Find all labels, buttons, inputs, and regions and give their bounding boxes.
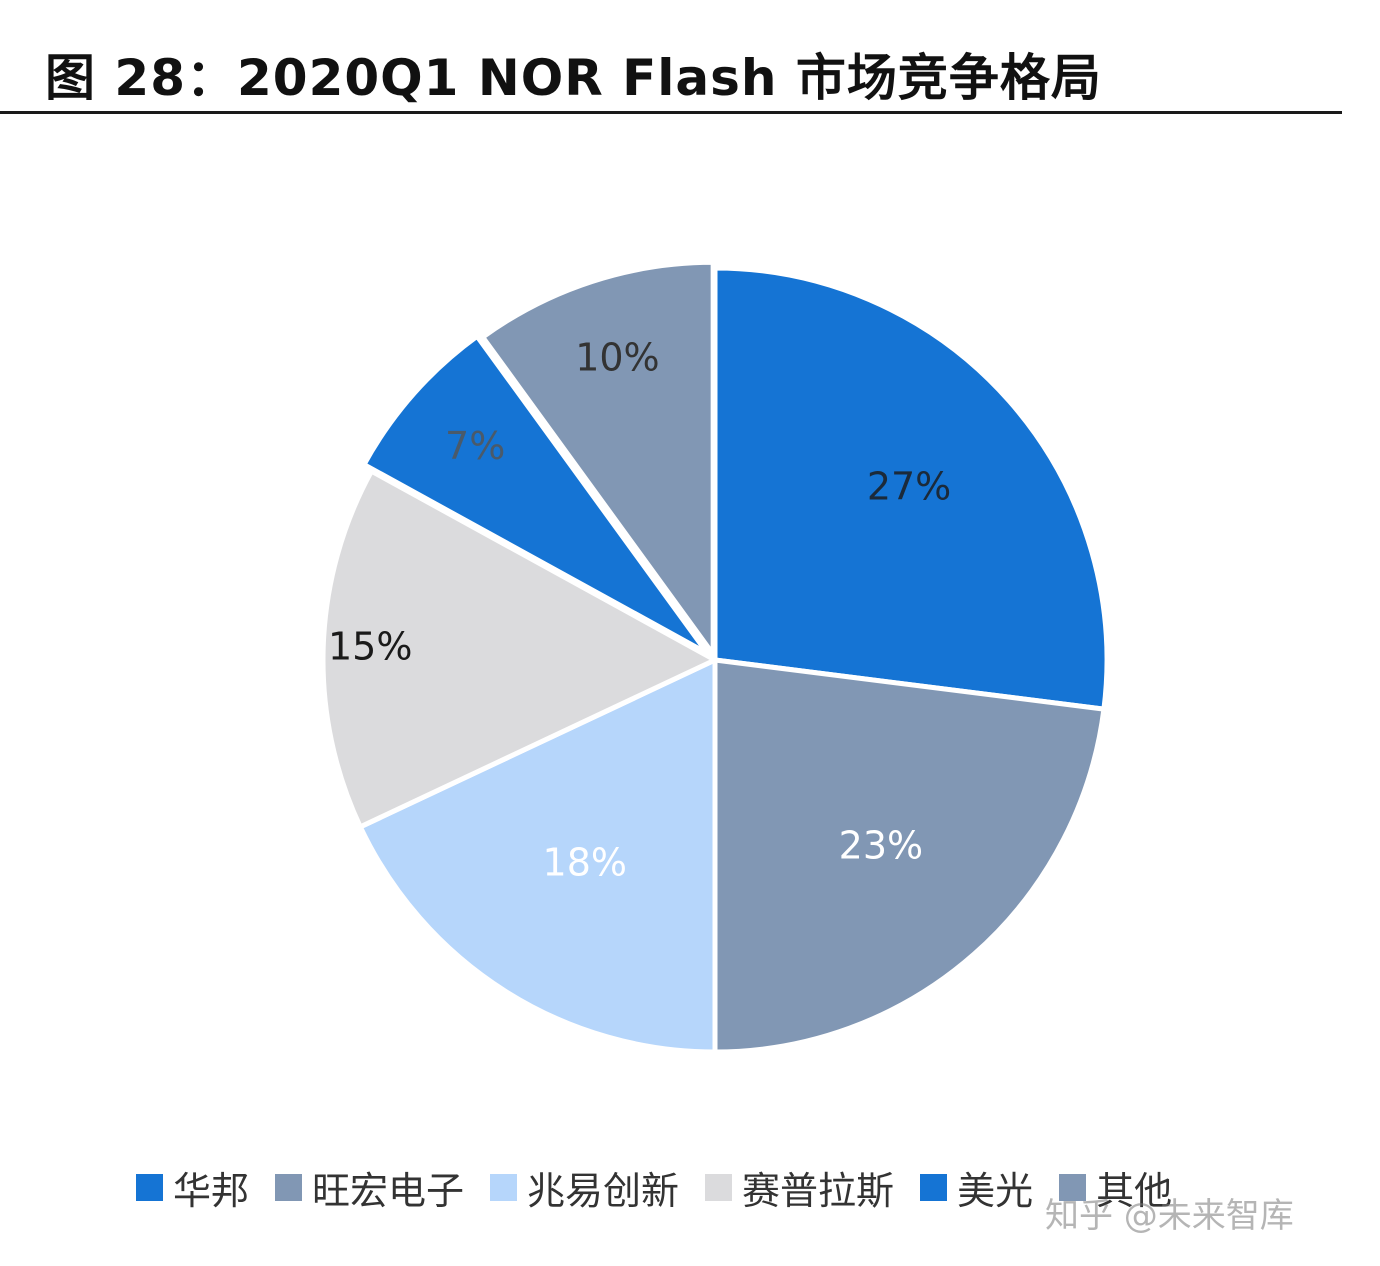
pie-slice-4 bbox=[320, 467, 721, 831]
legend-item-5: 美光 bbox=[920, 1160, 1033, 1215]
legend-item-3: 兆易创新 bbox=[490, 1160, 679, 1215]
legend-swatch bbox=[490, 1173, 518, 1201]
legend-label: 其他 bbox=[1096, 1168, 1173, 1213]
chart-legend: 华邦 旺宏电子 兆易创新 赛普拉斯 美光 其他 bbox=[136, 1163, 1198, 1213]
legend-swatch bbox=[705, 1173, 733, 1201]
legend-item-2: 旺宏电子 bbox=[275, 1160, 464, 1215]
legend-label: 赛普拉斯 bbox=[742, 1168, 895, 1213]
legend-item-4: 赛普拉斯 bbox=[705, 1160, 894, 1215]
slice-label-6: 10% bbox=[575, 335, 659, 379]
pie-slice-5 bbox=[360, 332, 710, 656]
pie-slice-6 bbox=[479, 259, 716, 662]
legend-label: 华邦 bbox=[173, 1168, 250, 1213]
watermark: 知乎 @未来智库 bbox=[1045, 1196, 1294, 1236]
slice-label-3: 18% bbox=[543, 841, 627, 885]
legend-swatch bbox=[275, 1173, 303, 1201]
legend-label: 旺宏电子 bbox=[312, 1168, 465, 1213]
legend-label: 美光 bbox=[957, 1168, 1034, 1213]
page-title: 图 28：2020Q1 NOR Flash 市场竞争格局 bbox=[45, 49, 1102, 107]
legend-item-6: 其他 bbox=[1059, 1160, 1172, 1215]
pie-slice-3 bbox=[356, 656, 718, 1055]
legend-item-1: 华邦 bbox=[136, 1160, 249, 1215]
legend-label: 兆易创新 bbox=[527, 1168, 680, 1213]
legend-swatch bbox=[920, 1173, 948, 1201]
title-divider bbox=[0, 111, 1342, 114]
slice-label-1: 27% bbox=[867, 464, 951, 508]
slice-label-4: 15% bbox=[328, 625, 412, 669]
legend-swatch bbox=[136, 1173, 163, 1201]
legend-swatch bbox=[1059, 1173, 1087, 1201]
slice-label-2: 23% bbox=[839, 824, 923, 868]
slice-label-5: 7% bbox=[445, 424, 505, 468]
pie-slice-2 bbox=[712, 657, 1107, 1055]
pie-slice-1 bbox=[712, 265, 1110, 712]
